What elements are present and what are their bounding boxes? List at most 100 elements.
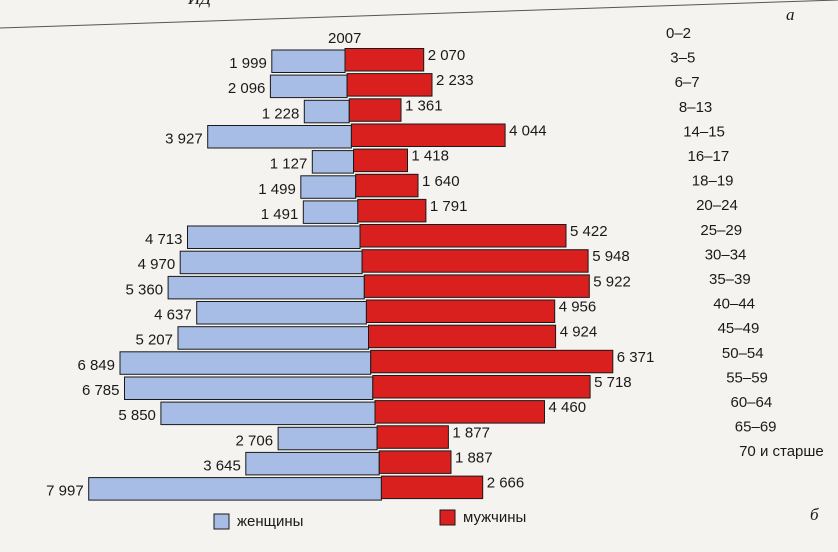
women-bar — [187, 225, 361, 249]
men-value-label: 1 361 — [405, 97, 443, 114]
age-group-label: 14–15 — [683, 123, 725, 140]
women-value-label: 1 999 — [229, 55, 267, 72]
men-value-label: 1 791 — [430, 198, 468, 215]
value-labels-group: 1 999 2 070 2 096 2 233 1 228 1 361 3 927 4 044… — [46, 47, 654, 500]
age-group-label: 20–24 — [696, 197, 738, 214]
men-value-label: 5 948 — [592, 248, 630, 265]
women-bar — [179, 250, 363, 275]
men-bar — [372, 375, 591, 399]
women-bar — [311, 150, 354, 174]
women-bar — [207, 125, 352, 149]
men-bar — [346, 73, 433, 97]
age-group-label: 40–44 — [713, 296, 755, 313]
women-bar — [124, 376, 374, 400]
women-value-label: 3 645 — [203, 457, 241, 474]
age-group-label: 6–7 — [675, 74, 700, 91]
men-value-label: 5 718 — [594, 374, 632, 391]
age-group-label: 3–5 — [670, 50, 695, 67]
women-value-label: 6 849 — [77, 357, 115, 374]
men-bar — [348, 98, 402, 122]
legend-label-men: мужчины — [463, 509, 526, 526]
women-bar — [160, 401, 376, 426]
age-group-label: 16–17 — [688, 148, 730, 165]
men-value-label: 6 371 — [617, 349, 655, 366]
men-value-label: 2 233 — [436, 72, 474, 89]
men-bar — [368, 324, 557, 349]
men-value-label: 2 666 — [487, 475, 525, 492]
bars-group — [88, 48, 614, 501]
men-bar — [363, 274, 590, 298]
men-bar — [355, 173, 419, 198]
men-value-label: 4 956 — [559, 299, 597, 316]
men-bar — [374, 400, 545, 424]
panel-letter-a: а — [786, 5, 795, 24]
women-bar — [119, 351, 372, 375]
men-bar — [380, 475, 484, 500]
women-value-label: 2 706 — [236, 432, 274, 449]
age-group-label: 25–29 — [700, 222, 742, 239]
age-group-label: 45–49 — [718, 320, 760, 337]
women-bar — [245, 451, 380, 476]
men-value-label: 1 887 — [455, 449, 493, 466]
women-value-label: 4 713 — [145, 231, 183, 248]
legend-swatch-men — [439, 509, 456, 526]
women-value-label: 1 491 — [261, 206, 299, 223]
top-edge-line — [0, 0, 838, 29]
women-value-label: 2 096 — [228, 80, 266, 97]
age-group-label: 50–54 — [722, 345, 764, 362]
age-group-label: 60–64 — [731, 394, 773, 411]
men-value-label: 5 922 — [593, 273, 631, 290]
chart-title: 2007 — [328, 30, 361, 47]
women-value-label: 5 360 — [126, 281, 164, 298]
top-clipped-text: ИД — [187, 0, 212, 8]
age-group-label: 18–19 — [692, 173, 734, 190]
women-bar — [300, 175, 357, 199]
age-group-label: 55–59 — [726, 369, 768, 386]
legend: женщины мужчины — [213, 509, 526, 530]
women-value-label: 5 850 — [118, 407, 156, 424]
women-bar — [271, 49, 346, 73]
age-group-label: 70 и старше — [739, 443, 824, 460]
men-value-label: 1 418 — [411, 148, 449, 165]
men-bar — [357, 198, 427, 223]
men-value-label: 4 460 — [549, 399, 587, 416]
women-bar — [277, 426, 378, 451]
men-bar — [376, 425, 449, 449]
women-value-label: 4 970 — [138, 256, 176, 273]
legend-swatch-women — [213, 513, 230, 530]
women-bar — [88, 477, 382, 501]
women-value-label: 3 927 — [165, 130, 203, 147]
age-group-label: 30–34 — [705, 246, 747, 263]
women-value-label: 1 228 — [262, 105, 300, 122]
men-value-label: 1 877 — [452, 424, 490, 441]
women-value-label: 6 785 — [82, 382, 120, 399]
age-group-label: 35–39 — [709, 271, 751, 288]
women-value-label: 7 997 — [46, 483, 84, 500]
men-value-label: 4 924 — [560, 324, 598, 341]
men-bar — [359, 224, 567, 248]
women-value-label: 5 207 — [135, 332, 173, 349]
men-bar — [350, 123, 506, 147]
men-bar — [370, 349, 614, 374]
women-bar — [167, 275, 365, 300]
women-value-label: 4 637 — [154, 307, 192, 324]
men-value-label: 4 044 — [509, 122, 547, 139]
age-labels-group: 0–2 3–5 6–7 8–13 14–15 16–17 18–19 20–24 25–29 30… — [666, 25, 824, 460]
men-bar — [353, 148, 409, 173]
men-bar — [344, 48, 425, 72]
age-group-label: 0–2 — [666, 25, 691, 42]
men-bar — [378, 450, 452, 474]
women-value-label: 1 127 — [270, 156, 308, 173]
panel-letter-b: б — [810, 505, 819, 524]
women-value-label: 1 499 — [258, 181, 296, 198]
women-bar — [303, 99, 350, 124]
legend-label-women: женщины — [237, 513, 303, 530]
women-bar — [196, 301, 367, 325]
women-bar — [269, 74, 348, 99]
age-group-label: 8–13 — [679, 99, 712, 116]
men-bar — [365, 299, 556, 323]
men-value-label: 1 640 — [422, 173, 460, 190]
women-bar — [302, 200, 359, 224]
women-bar — [177, 326, 370, 350]
